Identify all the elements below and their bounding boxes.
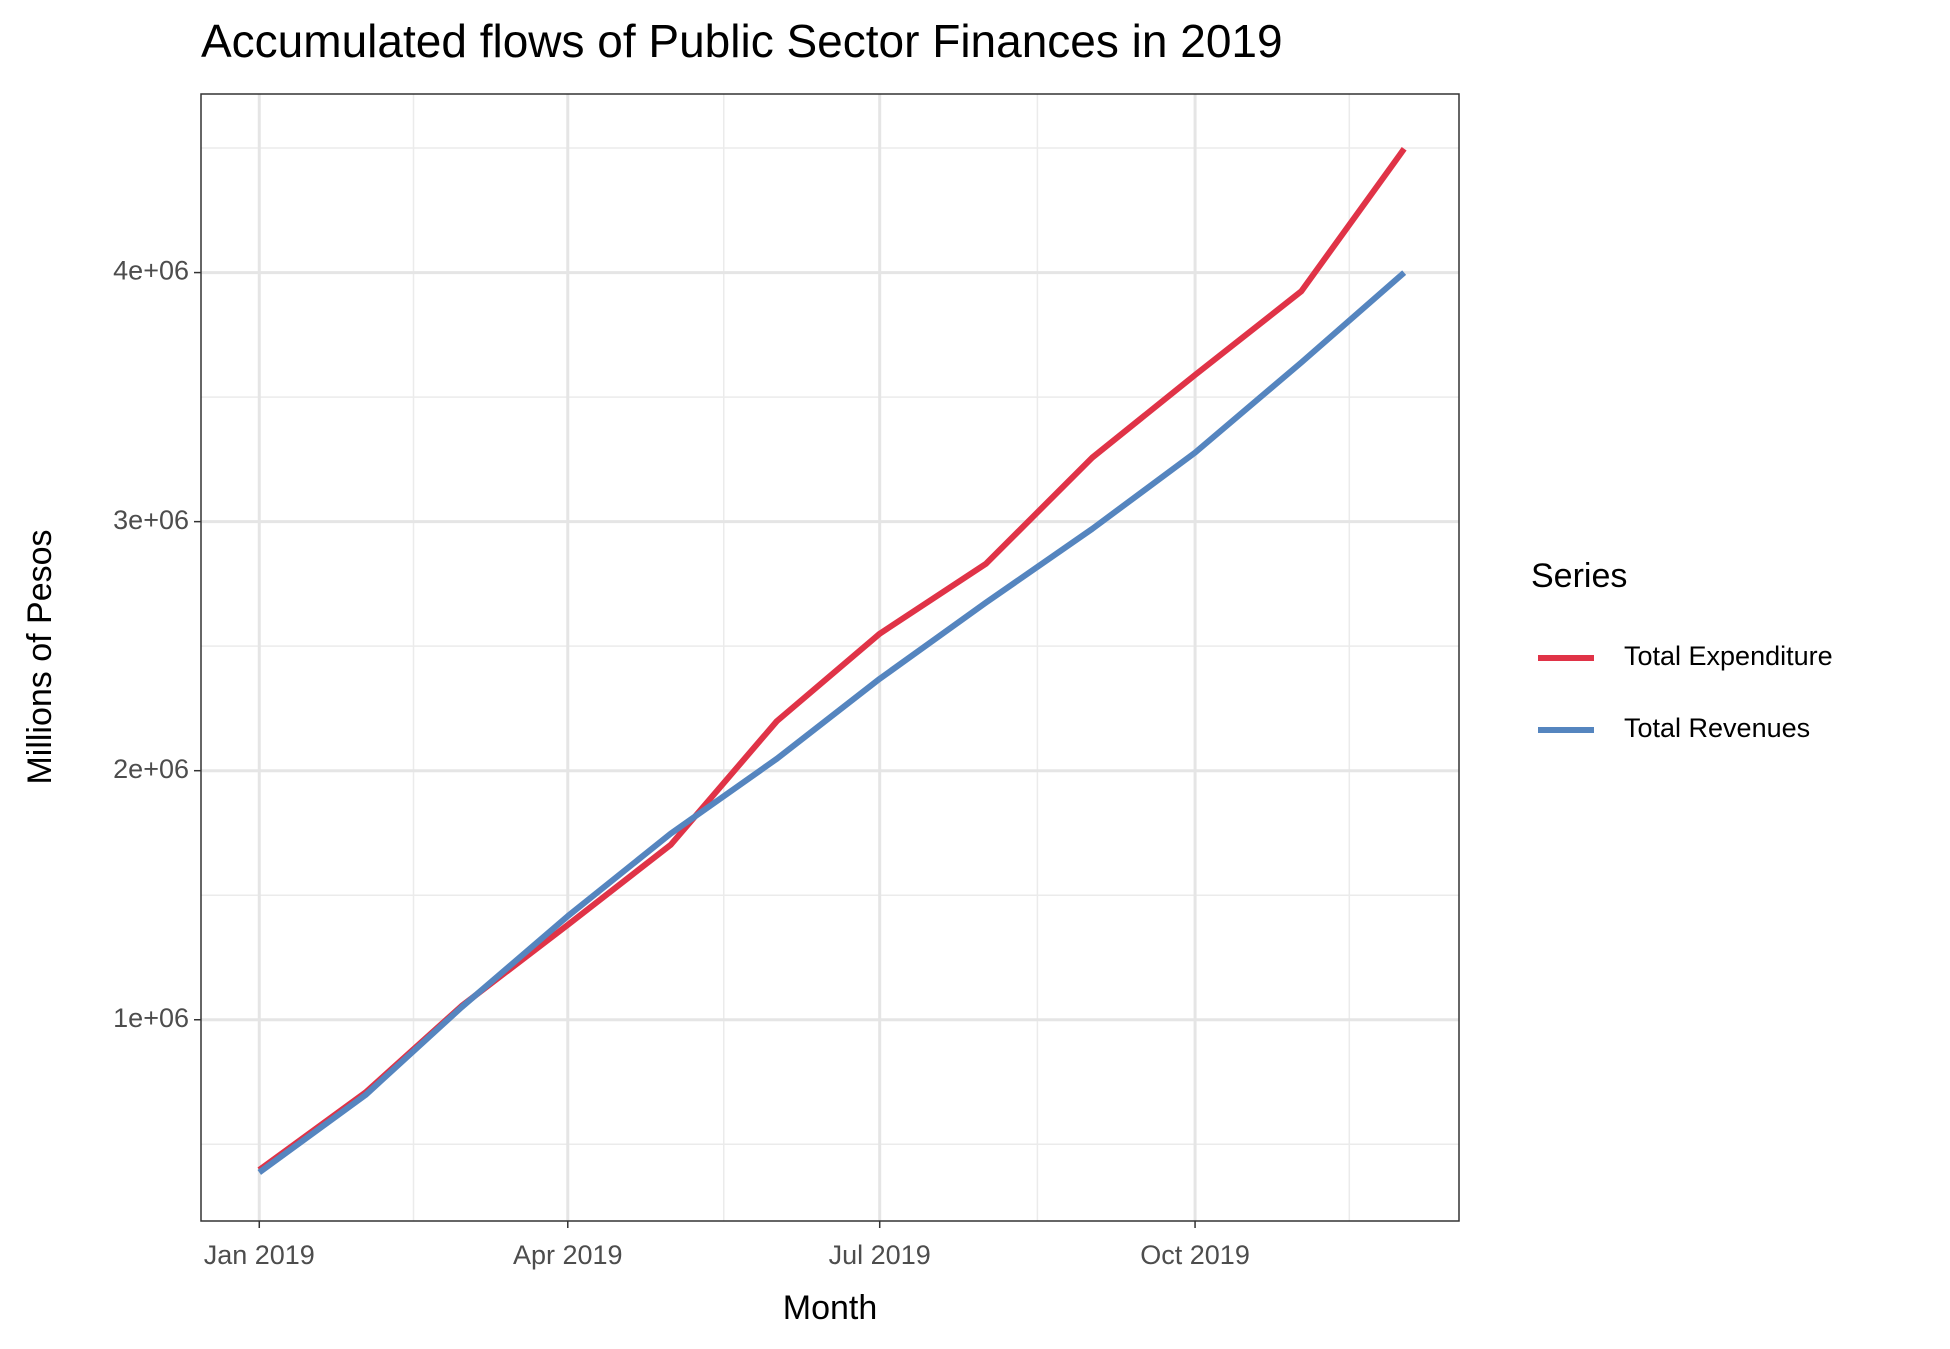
x-axis-title: Month [783, 1289, 878, 1327]
chart-title: Accumulated flows of Public Sector Finan… [201, 15, 1283, 67]
y-axis-title: Millions of Pesos [21, 529, 59, 784]
plot-border [200, 93, 1460, 1222]
y-tick-label: 1e+06 [113, 1003, 189, 1033]
legend-title: Series [1531, 557, 1627, 595]
plot-panel [201, 94, 1459, 1221]
x-tick-label: Oct 2019 [1140, 1240, 1250, 1270]
y-tick-label: 4e+06 [113, 256, 189, 286]
legend-label: Total Expenditure [1624, 641, 1833, 671]
x-tick-label: Jul 2019 [829, 1240, 931, 1270]
y-tick-label: 3e+06 [113, 505, 189, 535]
x-tick-label: Apr 2019 [513, 1240, 623, 1270]
y-tick-label: 2e+06 [113, 754, 189, 784]
x-tick-label: Jan 2019 [204, 1240, 315, 1270]
legend-label: Total Revenues [1624, 713, 1810, 743]
series-line [257, 270, 1407, 1175]
